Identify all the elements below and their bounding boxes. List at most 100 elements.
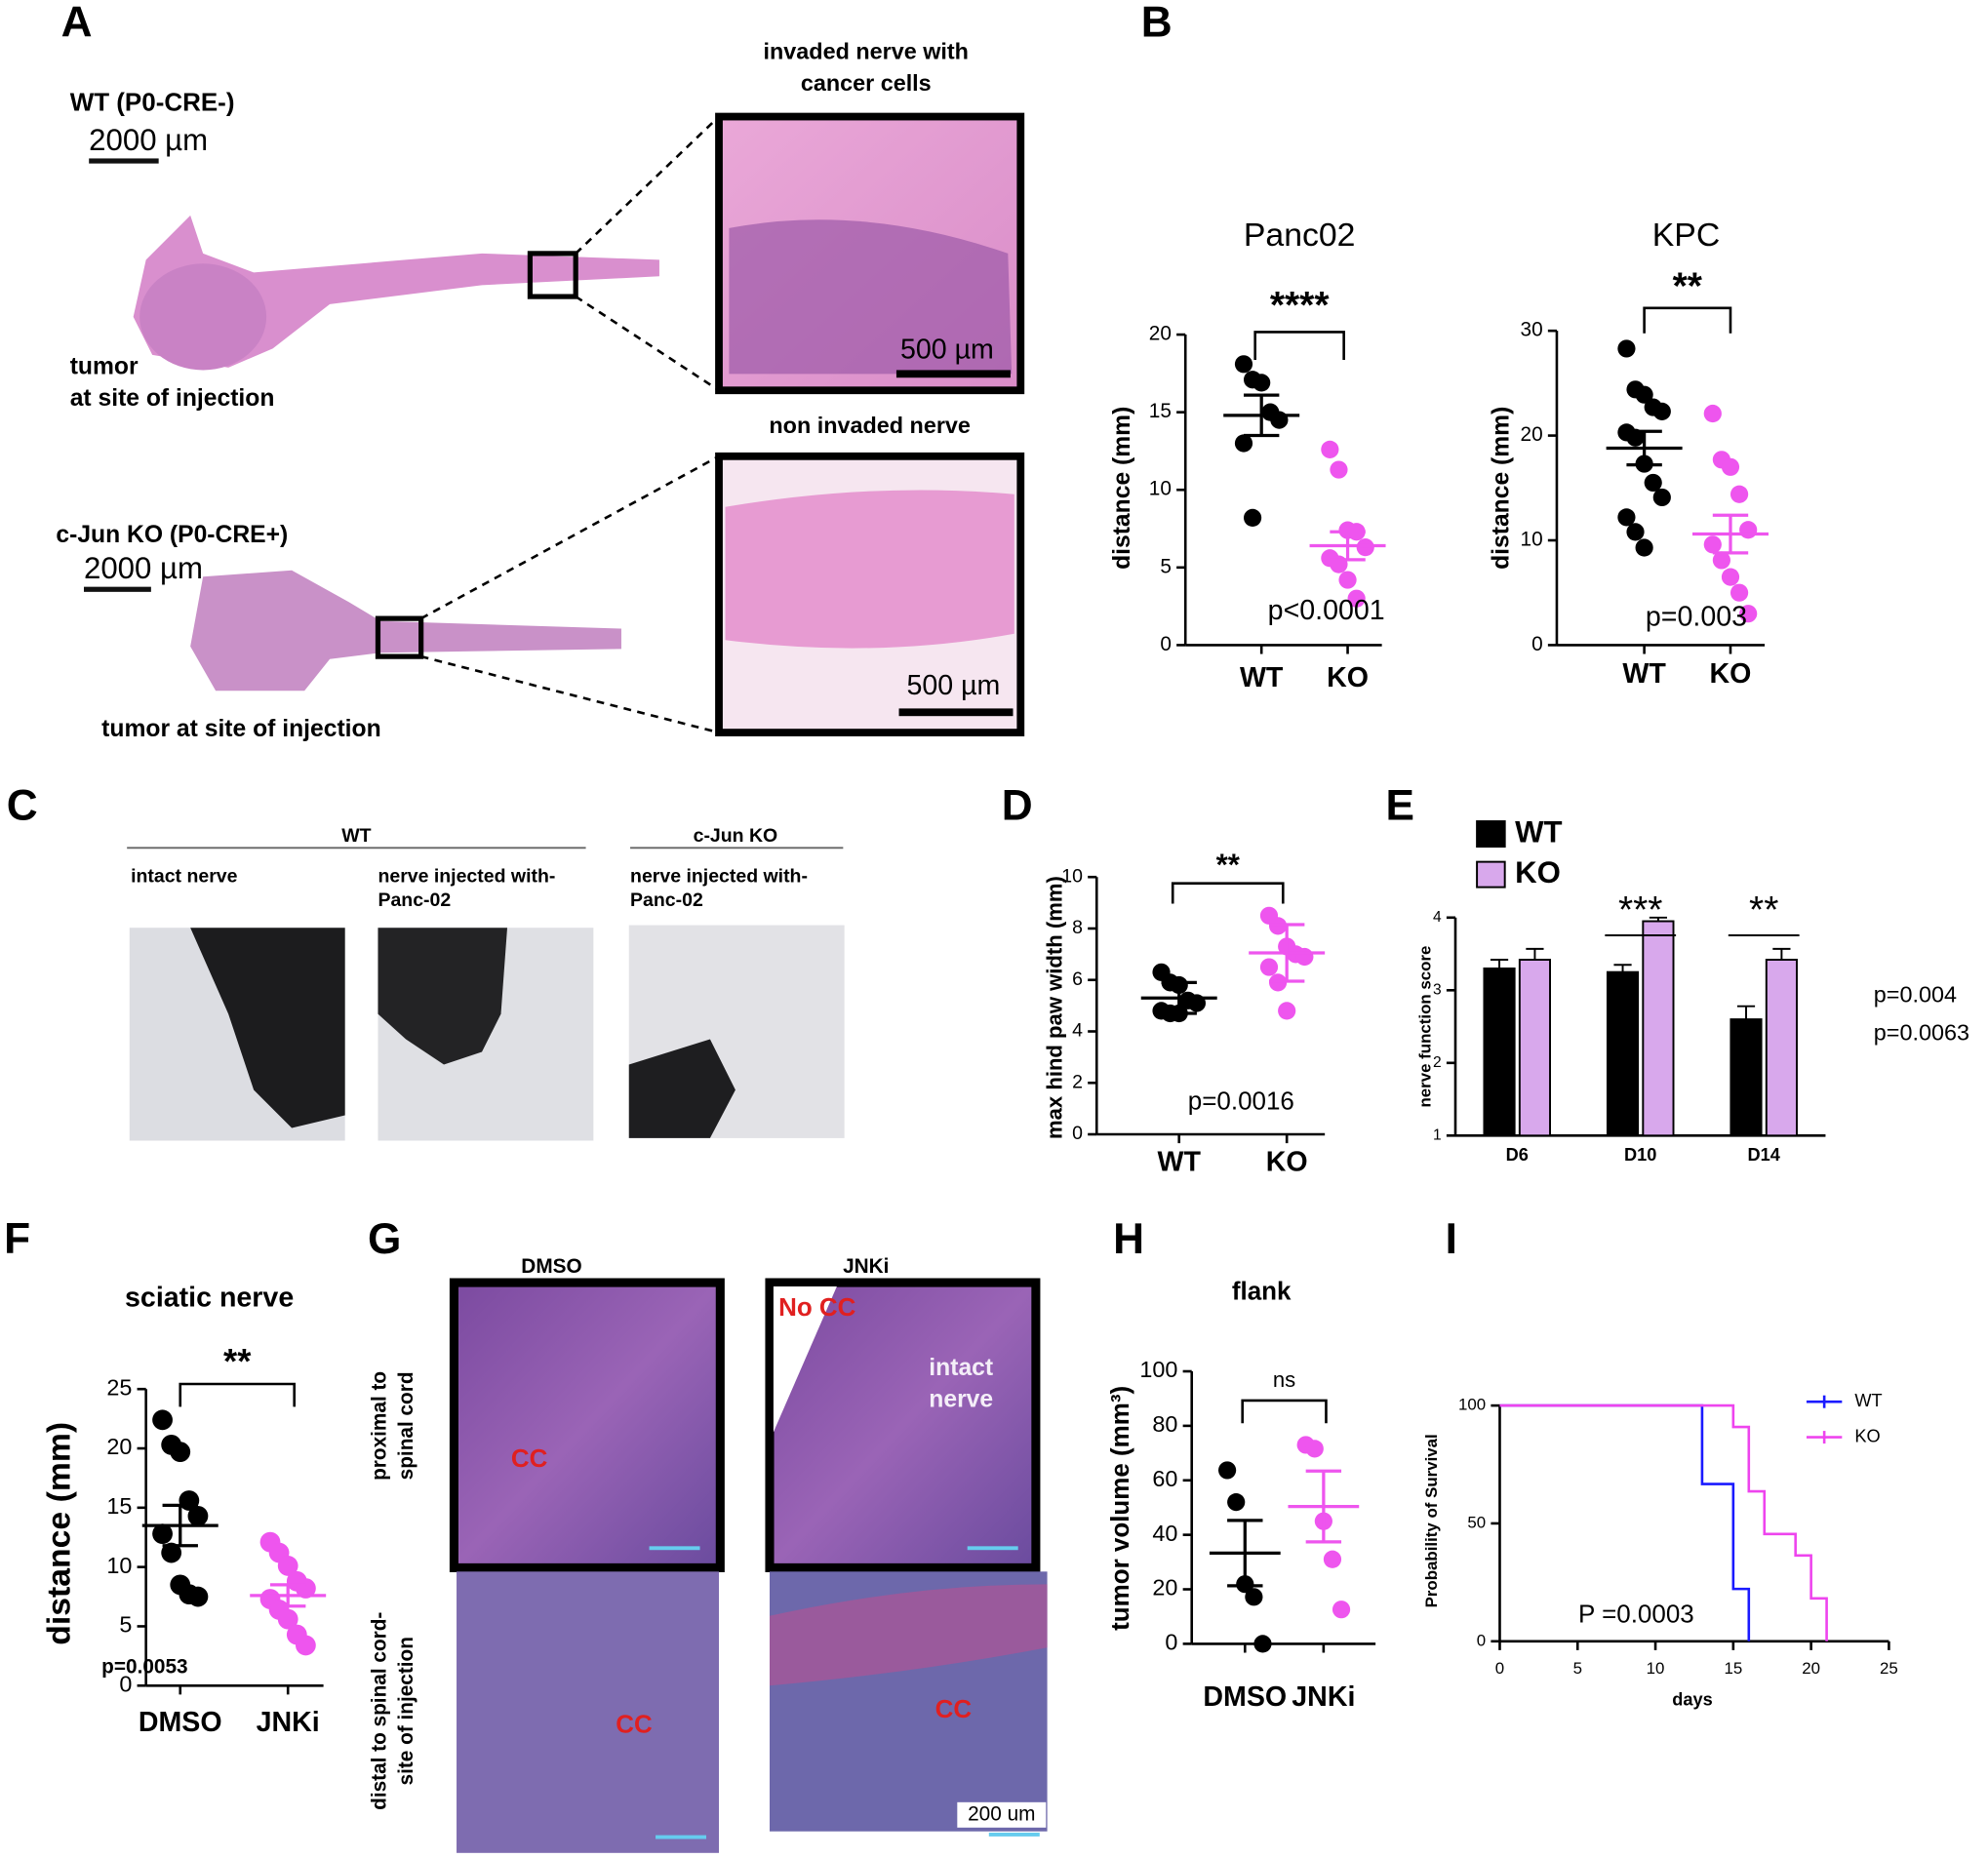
annotation: p=0.0016 (1188, 1086, 1294, 1115)
data-point (1295, 947, 1314, 967)
x-tick-label: 0 (1495, 1659, 1504, 1678)
data-point (1712, 551, 1730, 570)
scale-bar (83, 586, 151, 592)
data-point (1227, 1493, 1246, 1512)
significance-bracket (1253, 331, 1345, 361)
significance-bracket (1643, 306, 1732, 334)
data-point (1730, 485, 1749, 503)
scale-bar (895, 370, 1011, 378)
x-tick-label: DMSO (139, 1707, 222, 1738)
y-tick-label: 80 (1152, 1411, 1177, 1437)
photo-label: nerve injected with- (630, 865, 808, 887)
x-tick-label: KO (1327, 662, 1369, 693)
scale-bar (898, 708, 1014, 717)
error-bar (270, 1583, 306, 1608)
data-point (1321, 440, 1339, 458)
x-tick-label: D6 (1506, 1145, 1529, 1165)
y-axis-label: distance (mm) (1109, 407, 1135, 570)
photo-subject (190, 928, 345, 1128)
data-point (1626, 523, 1645, 541)
data-point (1721, 457, 1740, 476)
data-point (1218, 1461, 1237, 1480)
group-label: c-Jun KO (694, 825, 778, 847)
y-tick-label: 5 (119, 1612, 132, 1638)
error-bar (1161, 980, 1197, 1015)
y-tick-label: 50 (1467, 1513, 1486, 1531)
error-bar (1772, 947, 1791, 961)
annotation: p<0.0001 (1268, 595, 1385, 626)
bar (1518, 959, 1552, 1137)
image-label: intact (929, 1355, 993, 1381)
panel-c: WT c-Jun KO intact nerve nerve injected … (127, 825, 845, 1141)
x-tick-label: 5 (1573, 1659, 1582, 1678)
y-tick-label: 10 (1149, 478, 1172, 500)
panel-label: C (7, 782, 38, 830)
data-point (1234, 434, 1253, 453)
x-tick-label: WT (1158, 1146, 1202, 1177)
data-point (1652, 488, 1671, 507)
y-tick-label: 0 (1477, 1631, 1486, 1649)
error-bar (1526, 947, 1544, 961)
survival-line (1499, 1403, 1828, 1641)
column-label: DMSO (521, 1255, 581, 1278)
y-tick-label: 6 (1072, 969, 1083, 990)
x-tick-label: WT (1622, 658, 1666, 690)
y-tick-label: 15 (1149, 400, 1172, 422)
legend-label: KO (1854, 1426, 1880, 1445)
data-point (1730, 583, 1749, 602)
image-label: nerve (929, 1386, 993, 1412)
error-bar (1227, 1519, 1263, 1588)
data-point (1323, 1550, 1342, 1568)
error-bar (162, 1503, 198, 1548)
photo-label: nerve injected with- (378, 865, 555, 887)
y-tick-label: 5 (1160, 555, 1172, 577)
row-label: spinal cord (395, 1371, 417, 1480)
panel-label: H (1113, 1215, 1144, 1263)
label-background (957, 1801, 1047, 1828)
y-tick-label: 4 (1433, 909, 1442, 926)
x-tick-label: KO (1266, 1146, 1308, 1177)
photo-label: Panc-02 (378, 889, 451, 911)
y-tick-label: 0 (1160, 633, 1172, 655)
legend-label: WT (1854, 1391, 1882, 1410)
data-point (152, 1409, 173, 1431)
zoom-box (375, 615, 424, 659)
y-tick-label: 0 (1072, 1123, 1083, 1144)
inset-title: invaded nerve with (764, 39, 969, 64)
inset-title: cancer cells (801, 70, 932, 96)
data-point (1652, 402, 1671, 420)
data-point (1635, 538, 1653, 557)
error-bar (1243, 393, 1280, 438)
y-tick-label: 0 (1531, 633, 1543, 655)
data-point (1338, 571, 1357, 589)
data-point (277, 1556, 298, 1576)
y-tick-label: 0 (119, 1671, 132, 1696)
photo-label: intact nerve (131, 865, 238, 887)
inset-title: non invaded nerve (769, 413, 971, 438)
tissue (190, 570, 621, 692)
y-tick-label: 20 (1521, 423, 1543, 446)
data-point (187, 1586, 209, 1607)
scale-label: 2000 µm (84, 551, 203, 585)
label: WT (P0-CRE-) (70, 87, 235, 116)
data-point (1305, 1440, 1324, 1458)
histology-image (765, 1278, 1041, 1572)
y-axis-label: distance (mm) (1489, 407, 1515, 570)
y-tick-label: 100 (1139, 1357, 1177, 1382)
x-tick-label: JNKi (257, 1707, 320, 1738)
error-bar (1626, 429, 1662, 467)
y-axis-label: max hind paw width (mm) (1043, 876, 1067, 1139)
image-label: No CC (778, 1292, 856, 1322)
chart-title: KPC (1652, 217, 1720, 254)
histology-image (457, 1571, 720, 1853)
error-bar (1649, 916, 1668, 922)
y-tick-label: 2 (1433, 1054, 1442, 1071)
tissue (729, 219, 1013, 375)
x-axis-label: days (1672, 1690, 1712, 1710)
panel-g: DMSO JNKi proximal to spinal cord distal… (369, 1255, 1048, 1853)
data-point (1626, 428, 1645, 447)
x-tick-label: D14 (1748, 1145, 1781, 1165)
data-point (1278, 1002, 1296, 1020)
scale-label: 500 µm (900, 334, 994, 365)
